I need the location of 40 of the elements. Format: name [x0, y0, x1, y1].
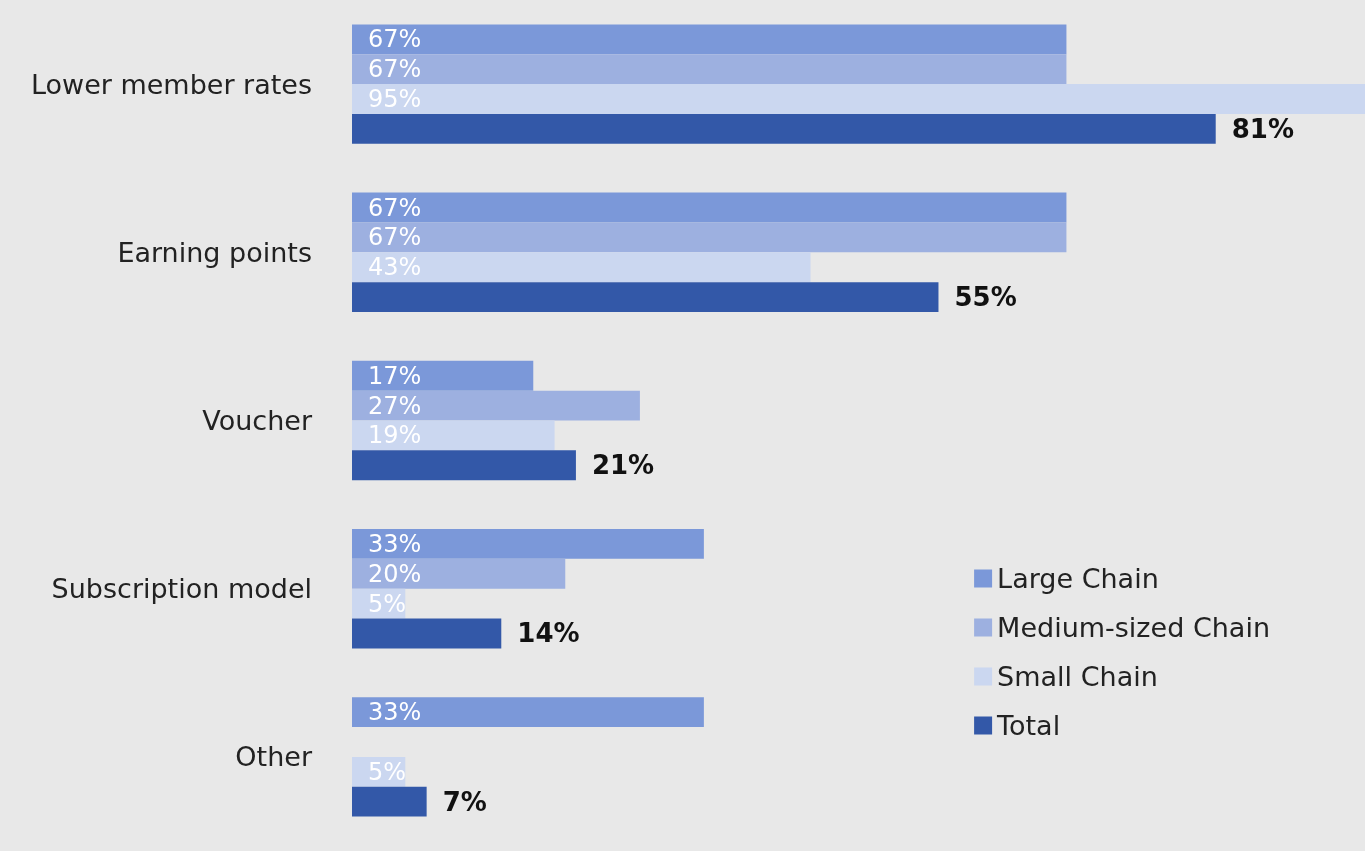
bar: [352, 528, 704, 559]
data-label: 33%: [368, 698, 422, 727]
y-tick-label: Other: [235, 741, 313, 773]
bar: [352, 113, 1216, 144]
data-label: 21%: [591, 450, 655, 481]
bar: [352, 360, 534, 391]
data-label: 33%: [368, 529, 422, 558]
legend-label: Medium-sized Chain: [997, 612, 1271, 643]
data-label: 55%: [954, 282, 1017, 313]
data-label: 67%: [368, 223, 422, 252]
bar: [352, 558, 566, 589]
data-label: 20%: [368, 559, 422, 588]
data-label: 17%: [368, 361, 422, 390]
data-label: 67%: [368, 25, 422, 54]
bar: [352, 24, 1067, 55]
y-tick-label: Voucher: [202, 405, 313, 436]
bar: [352, 390, 640, 421]
bar: [352, 697, 704, 728]
bar: [352, 84, 1365, 114]
data-label: 7%: [442, 786, 487, 817]
y-tick-label: Lower member rates: [30, 68, 312, 100]
legend-label: Large Chain: [997, 563, 1159, 594]
bar: [352, 786, 427, 817]
data-label: 27%: [368, 391, 422, 420]
bar: [352, 618, 502, 649]
bar: [352, 450, 576, 481]
bar: [352, 192, 1067, 223]
y-tick-label: Earning points: [117, 236, 312, 268]
bar: [352, 282, 939, 313]
data-label: 67%: [368, 193, 422, 222]
bar: [352, 54, 1067, 85]
bar: [352, 420, 555, 451]
bar: [352, 252, 811, 283]
data-label: 67%: [368, 55, 422, 84]
data-label: 81%: [1231, 113, 1294, 144]
y-tick-label: Subscription model: [51, 573, 312, 605]
data-label: 14%: [517, 618, 580, 649]
legend-label: Small Chain: [997, 661, 1158, 692]
bar: [352, 222, 1067, 253]
legend-label: Total: [996, 710, 1061, 741]
